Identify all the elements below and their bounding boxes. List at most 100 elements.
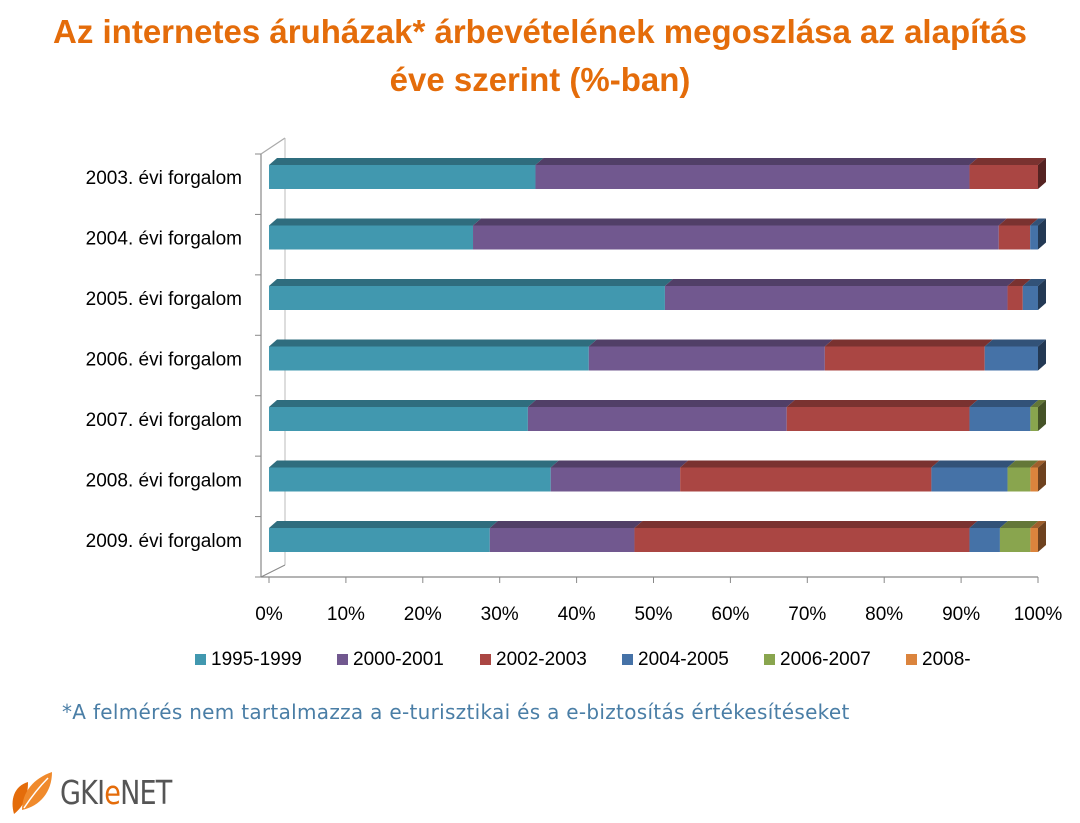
- bar-segment-top: [969, 158, 1046, 165]
- bar-segment-top: [664, 279, 1016, 286]
- bar-end-side: [1038, 279, 1046, 310]
- bar-segment-front: [984, 346, 1038, 371]
- bar-segment-top: [527, 400, 795, 407]
- bar-segment: [489, 521, 643, 552]
- bar-segment-top: [1030, 400, 1046, 407]
- bar-segment-front: [969, 407, 1031, 431]
- y-category-label: 2005. évi forgalom: [86, 289, 242, 310]
- bar-segment: [1007, 460, 1039, 492]
- bar-segment-top: [473, 218, 1007, 226]
- bar-segment: [931, 460, 1016, 492]
- x-tick-label: 0%: [255, 604, 283, 625]
- bar-segment-top: [969, 521, 1008, 528]
- bar-segment-front: [1030, 528, 1038, 552]
- bar-segment: [984, 339, 1046, 371]
- bar-segment-front: [786, 407, 970, 431]
- y-category-label: 2004. évi forgalom: [86, 229, 242, 250]
- bar-segment: [550, 460, 689, 492]
- y-category-label: 2009. évi forgalom: [86, 531, 242, 552]
- bar-segment-front: [680, 467, 932, 492]
- legend-swatch: [195, 654, 206, 665]
- bar-segment-top: [269, 279, 673, 286]
- bar-segment: [1007, 279, 1031, 310]
- bar-segment: [269, 339, 597, 371]
- bar-segment-top: [269, 339, 597, 347]
- bar-segment-top: [1007, 279, 1031, 286]
- bar-end-side: [1038, 400, 1046, 431]
- legend-label: 2000-2001: [353, 649, 444, 670]
- bar-segment-front: [527, 407, 787, 431]
- bar-segment: [824, 339, 993, 371]
- bar-segment: [786, 400, 978, 431]
- bar-segment: [664, 279, 1016, 310]
- legend-label: 2004-2005: [638, 649, 729, 670]
- bar-segment-front: [269, 528, 490, 552]
- bar-segment: [969, 158, 1046, 189]
- bar-segment-top: [269, 400, 536, 407]
- legend-label: 2002-2003: [496, 649, 587, 670]
- bar-segment-top: [550, 460, 689, 468]
- leaf-logo-icon: [12, 772, 52, 814]
- bar-segment: [1030, 400, 1046, 431]
- stacked-bar-chart: 0% 10% 20% 30% 40% 50% 60% 70% 80% 90% 100% 2003. é…: [86, 137, 1063, 670]
- bar-segment-front: [1030, 407, 1038, 431]
- bar-segment-front: [634, 528, 970, 552]
- legend-swatch: [480, 654, 491, 665]
- bar-segment: [969, 521, 1008, 552]
- bar-segment-front: [588, 346, 825, 371]
- bar-segment-top: [269, 521, 498, 528]
- bar-segment-front: [473, 225, 999, 250]
- bar-segment-top: [984, 339, 1046, 347]
- legend-label: 2008-: [922, 649, 971, 670]
- legend-swatch: [906, 654, 917, 665]
- bar-segment-top: [931, 460, 1016, 468]
- bar-segment: [269, 460, 559, 492]
- frame-top-depth: [260, 137, 286, 155]
- bar-segment-front: [1007, 286, 1023, 310]
- bar-segment: [680, 460, 940, 492]
- bar-segment-top: [269, 218, 482, 226]
- bar-segment: [999, 521, 1039, 552]
- bar-segment-top: [998, 218, 1039, 226]
- bar-segment-front: [999, 528, 1031, 552]
- x-tick-label: 40%: [558, 604, 596, 625]
- bar-segment-top: [1007, 460, 1039, 468]
- bar-segment-front: [1030, 225, 1038, 250]
- bar-end-side: [1038, 521, 1046, 552]
- bar-segment: [269, 400, 536, 431]
- x-tick-label: 100%: [1014, 604, 1063, 625]
- bar-segment-top: [999, 521, 1039, 528]
- bar-segment-top: [535, 158, 978, 165]
- bar-segment-top: [786, 400, 978, 407]
- bar-segment-top: [1030, 460, 1046, 468]
- bar-segment: [269, 158, 544, 189]
- bar-segment: [535, 158, 978, 189]
- bar-segment-front: [269, 407, 528, 431]
- bar-end-side: [1038, 460, 1046, 492]
- bar-segment: [969, 400, 1039, 431]
- bar-segment-front: [1030, 467, 1038, 492]
- bar-segment-front: [664, 286, 1008, 310]
- x-tick-label: 50%: [634, 604, 672, 625]
- bar-segment: [1030, 521, 1046, 552]
- bar-segment-front: [489, 528, 635, 552]
- bar-segment: [1030, 218, 1046, 250]
- gkienet-logo: GKIeNET: [8, 764, 196, 820]
- legend-label: 1995-1999: [211, 649, 302, 670]
- bar-segment-front: [998, 225, 1031, 250]
- frame-bottom-depth: [260, 564, 286, 578]
- bar-segment-top: [588, 339, 833, 347]
- bar-segment: [473, 218, 1007, 250]
- x-tick-label: 70%: [788, 604, 826, 625]
- x-tick-label: 90%: [942, 604, 980, 625]
- legend-label: 2006-2007: [780, 649, 871, 670]
- bar-segment-front: [269, 286, 665, 310]
- bar-segment-top: [1030, 218, 1046, 226]
- bar-segment: [1022, 279, 1046, 310]
- bar-segment-front: [269, 467, 551, 492]
- bar-segment-front: [550, 467, 681, 492]
- x-tick-label: 80%: [865, 604, 903, 625]
- logo-accent: e: [104, 772, 121, 812]
- chart-title-line-1: Az internetes áruházak* árbevételének me…: [53, 13, 1027, 50]
- bar-segment-front: [969, 165, 1038, 189]
